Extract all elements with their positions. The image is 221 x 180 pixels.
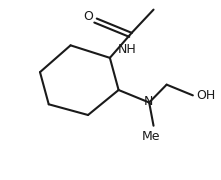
Text: Me: Me <box>142 130 161 143</box>
Text: OH: OH <box>196 89 215 102</box>
Text: NH: NH <box>118 43 136 56</box>
Text: N: N <box>143 95 153 108</box>
Text: O: O <box>83 10 93 23</box>
